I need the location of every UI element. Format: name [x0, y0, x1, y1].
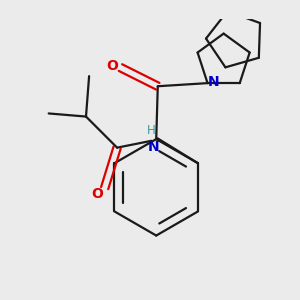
Text: H: H [147, 124, 156, 137]
Text: O: O [107, 59, 118, 73]
Text: N: N [148, 140, 159, 154]
Text: N: N [207, 75, 219, 88]
Text: O: O [91, 187, 103, 201]
